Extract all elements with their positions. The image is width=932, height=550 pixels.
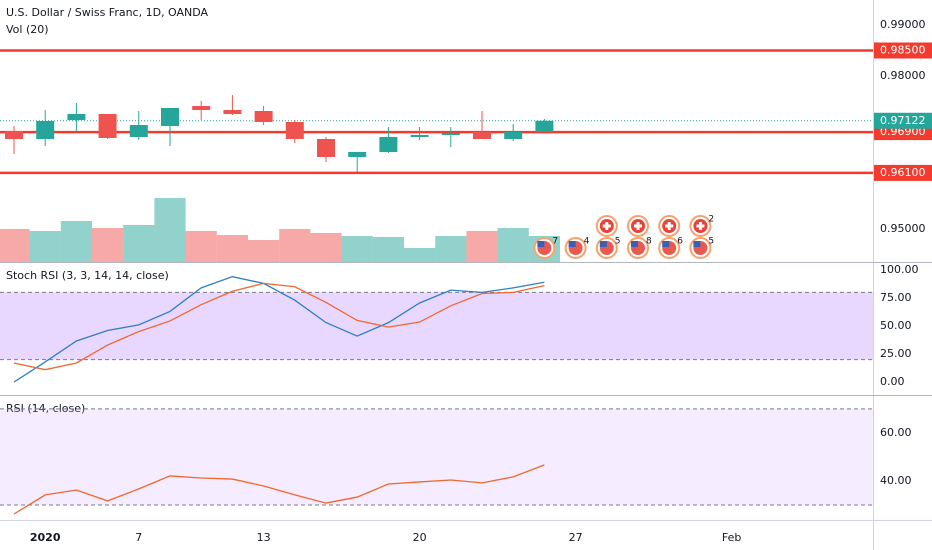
last-price-label: 0.97122	[880, 114, 926, 127]
band-fill	[0, 292, 873, 360]
event-flag-canton	[662, 241, 670, 247]
stoch-title: Stoch RSI (3, 3, 14, 14, close)	[6, 269, 169, 282]
event-flag-canton	[568, 241, 576, 247]
volume-bar	[0, 229, 30, 262]
chart-title: U.S. Dollar / Swiss Franc, 1D, OANDA	[6, 6, 209, 19]
event-count: 6	[677, 237, 683, 247]
candle-body	[535, 120, 554, 132]
volume-title: Vol (20)	[6, 23, 49, 36]
indicator-line	[13, 276, 545, 383]
volume-bar	[341, 236, 373, 262]
candle-body	[5, 130, 23, 139]
candle-body	[98, 113, 117, 139]
price-label-box	[874, 42, 932, 59]
y-tick-label: 75.00	[880, 291, 912, 304]
x-tick-label: 13	[257, 531, 271, 544]
candle-body	[285, 121, 304, 139]
candle-body	[36, 120, 55, 139]
candle-body	[129, 125, 148, 137]
volume-bar	[466, 231, 498, 262]
candle-body	[192, 105, 211, 111]
volume-bar	[404, 248, 436, 262]
candle-body	[254, 110, 273, 122]
event-count: 5	[708, 237, 714, 247]
event-count: 8	[646, 237, 652, 247]
event-count: 5	[615, 237, 621, 247]
event-flag-cross	[667, 222, 671, 230]
event-flag-cross	[698, 222, 702, 230]
indicator-line	[13, 464, 545, 515]
price-label-box	[874, 164, 932, 181]
event-flag-canton	[631, 241, 638, 247]
y-tick-label: 50.00	[880, 319, 912, 332]
volume-bar	[154, 198, 186, 262]
candle-body	[223, 110, 242, 114]
volume-bar	[92, 228, 124, 262]
candle-body	[473, 131, 491, 139]
price-label: 0.96100	[880, 166, 926, 179]
y-tick-label: 40.00	[880, 474, 912, 487]
candle-body	[441, 133, 460, 136]
y-tick-label: 0.00	[880, 375, 905, 388]
event-flag-canton	[537, 241, 545, 247]
event-flag-cross	[605, 222, 609, 230]
volume-bar	[279, 229, 311, 262]
x-tick-label: 2020	[30, 531, 61, 544]
y-tick-label: 60.00	[880, 426, 912, 439]
y-tick-label: 0.95000	[880, 222, 926, 235]
volume-bar	[29, 231, 61, 262]
band-fill	[0, 408, 873, 505]
candle-body	[410, 135, 429, 137]
volume-bar	[60, 221, 92, 262]
indicator-line	[13, 282, 545, 371]
event-count: 4	[584, 237, 590, 247]
candle-body	[161, 107, 179, 126]
candle-body	[317, 138, 335, 157]
y-tick-label: 100.00	[880, 263, 919, 276]
volume-bar	[435, 236, 467, 262]
volume-bar	[185, 231, 217, 262]
event-count: 2	[708, 215, 714, 225]
volume-bar	[372, 237, 404, 262]
candle-body	[348, 151, 367, 157]
x-tick-label: 7	[135, 531, 142, 544]
candle-body	[504, 131, 523, 139]
event-flag-canton	[599, 241, 607, 247]
volume-bar	[123, 225, 155, 262]
y-tick-label: 0.99000	[880, 18, 926, 31]
volume-bar	[497, 228, 529, 262]
last-price-box	[874, 112, 932, 129]
x-tick-label: 27	[569, 531, 583, 544]
volume-bar	[248, 240, 280, 262]
candle-body	[379, 136, 398, 152]
x-tick-label: Feb	[722, 531, 741, 544]
volume-bar	[216, 235, 248, 262]
price-label: 0.98500	[880, 43, 926, 56]
event-flag-canton	[693, 241, 701, 247]
y-tick-label: 0.98000	[880, 69, 926, 82]
x-tick-label: 20	[413, 531, 427, 544]
y-tick-label: 25.00	[880, 347, 912, 360]
event-flag-cross	[636, 222, 640, 230]
event-count: 7	[552, 237, 558, 247]
candle-body	[67, 113, 86, 121]
volume-bar	[310, 233, 342, 262]
